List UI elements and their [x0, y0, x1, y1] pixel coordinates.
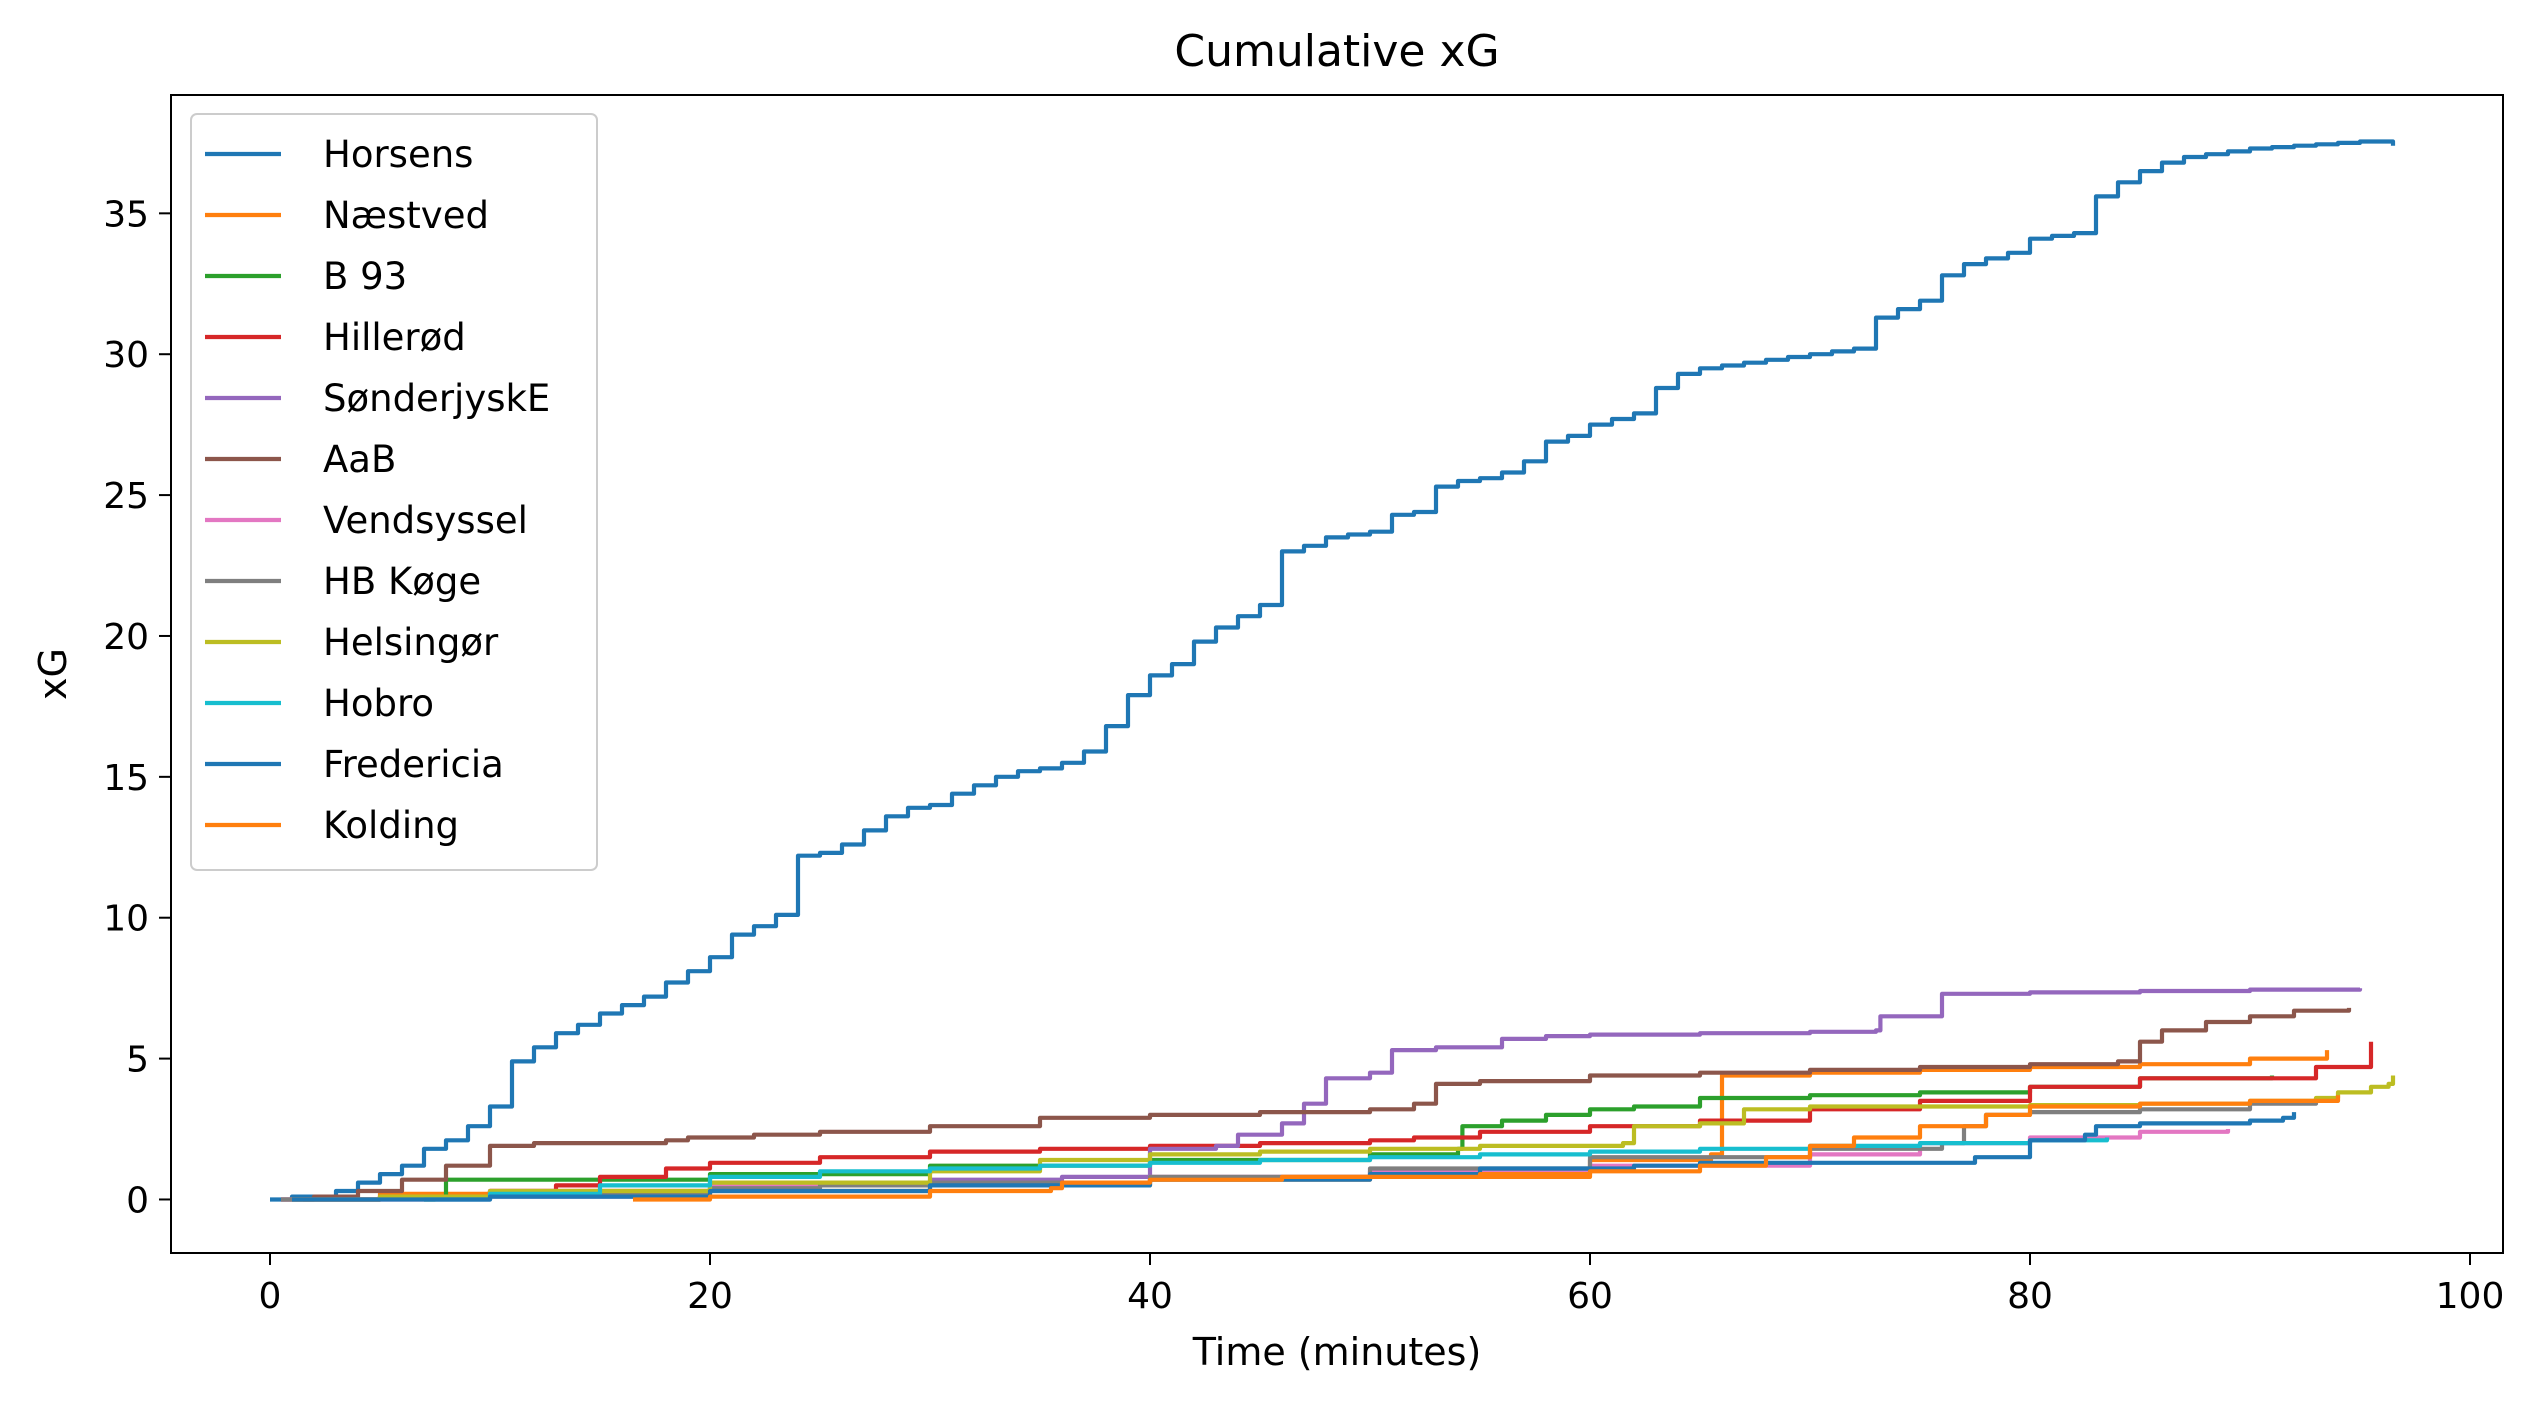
legend-label: Kolding: [323, 804, 459, 847]
x-tick-label: 20: [687, 1276, 733, 1317]
legend-label: Helsingør: [323, 621, 499, 664]
y-tick-label: 20: [103, 617, 149, 658]
legend-label: Hobro: [323, 682, 434, 725]
y-tick-label: 30: [103, 335, 149, 376]
series-line-8: [292, 1075, 2396, 1202]
legend-label: Hillerød: [323, 316, 466, 359]
y-tick-label: 10: [103, 899, 149, 940]
y-tick-label: 25: [103, 476, 149, 517]
plot-area: [270, 139, 2396, 1202]
legend: Horsens Næstved B 93 Hillerød SønderjyskE AaB…: [190, 113, 598, 871]
legend-label: SønderjyskE: [323, 377, 550, 420]
x-tick-label: 80: [2007, 1276, 2053, 1317]
y-tick-label: 35: [103, 194, 149, 235]
x-tick-label: 40: [1127, 1276, 1173, 1317]
series-line-9: [424, 1137, 2110, 1202]
series-line-11: [633, 1095, 2341, 1202]
chart-title: Cumulative xG: [1174, 26, 1499, 77]
series-line-2: [424, 1075, 2275, 1202]
legend-label: Vendsyssel: [323, 499, 528, 542]
legend-label: Fredericia: [323, 743, 504, 786]
x-tick-label: 60: [1567, 1276, 1613, 1317]
x-axis-label: Time (minutes): [1192, 1330, 1482, 1374]
series-line-4: [281, 987, 2363, 1202]
legend-box: [190, 113, 598, 871]
legend-label: B 93: [323, 255, 407, 298]
y-tick-label: 15: [103, 758, 149, 799]
y-axis: 0 5 10 15 20 25 30 35: [103, 194, 171, 1221]
y-tick-label: 5: [126, 1040, 149, 1081]
legend-label: HB Køge: [323, 560, 481, 603]
legend-label: Horsens: [323, 133, 473, 176]
legend-label: Næstved: [323, 194, 489, 237]
y-tick-label: 0: [126, 1180, 149, 1221]
x-tick-label: 0: [259, 1276, 282, 1317]
x-tick-label: 100: [2436, 1276, 2505, 1317]
y-axis-label: xG: [31, 648, 75, 700]
series-line-3: [303, 1041, 2374, 1202]
legend-label: AaB: [323, 438, 396, 481]
series-line-5: [292, 1007, 2352, 1202]
x-axis: 0 20 40 60 80 100: [259, 1253, 2505, 1317]
plot-frame: [170, 94, 2504, 1254]
series-line-0: [270, 139, 2396, 1202]
